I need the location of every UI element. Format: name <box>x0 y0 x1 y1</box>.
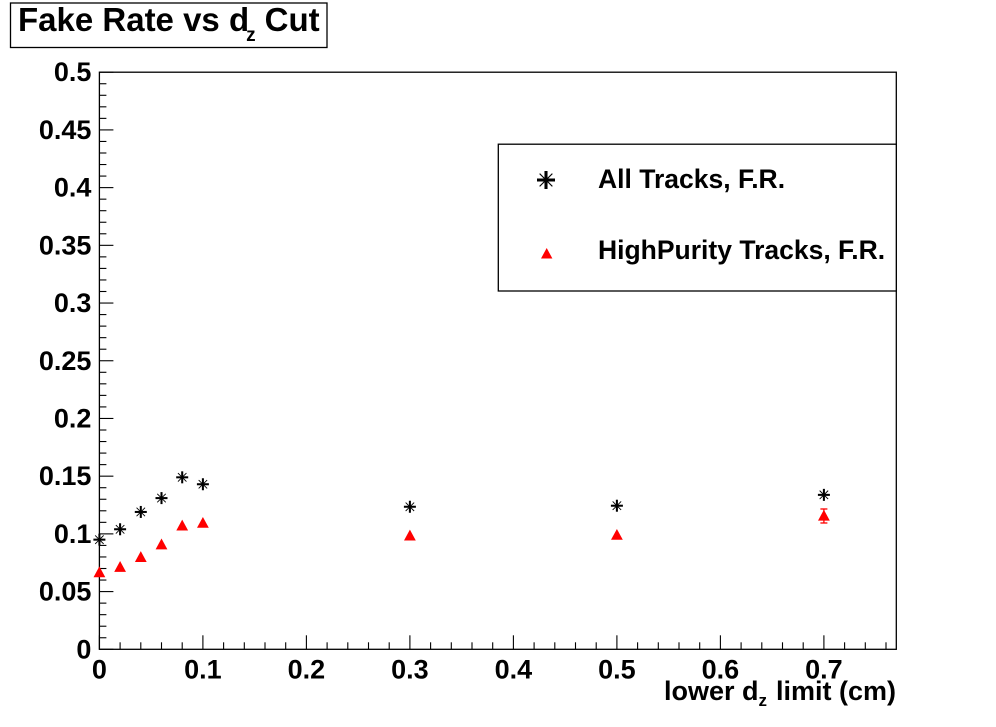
svg-text:0.4: 0.4 <box>495 654 533 684</box>
svg-text:0.35: 0.35 <box>39 230 92 260</box>
svg-text:0.1: 0.1 <box>54 519 92 549</box>
svg-text:0.4: 0.4 <box>54 173 92 203</box>
svg-text:HighPurity Tracks, F.R.: HighPurity Tracks, F.R. <box>598 235 885 265</box>
svg-text:Fake Rate vs d: Fake Rate vs d <box>18 1 249 38</box>
svg-text:0.2: 0.2 <box>54 403 92 433</box>
svg-text:0.05: 0.05 <box>39 577 92 607</box>
svg-text:0.25: 0.25 <box>39 346 92 376</box>
svg-text:0.5: 0.5 <box>598 654 636 684</box>
svg-text:0.5: 0.5 <box>54 57 92 87</box>
svg-text:0.3: 0.3 <box>391 654 429 684</box>
svg-text:lower d: lower d <box>664 676 759 706</box>
svg-text:0: 0 <box>92 654 107 684</box>
svg-text:0.3: 0.3 <box>54 288 92 318</box>
svg-text:0.15: 0.15 <box>39 461 92 491</box>
svg-text:limit (cm): limit (cm) <box>776 676 896 706</box>
svg-text:All Tracks, F.R.: All Tracks, F.R. <box>598 164 785 194</box>
svg-text:0.2: 0.2 <box>288 654 326 684</box>
svg-text:Cut: Cut <box>265 1 320 38</box>
svg-text:z: z <box>246 25 256 46</box>
svg-text:0.1: 0.1 <box>184 654 222 684</box>
svg-text:0.45: 0.45 <box>39 115 92 145</box>
svg-text:z: z <box>759 691 768 710</box>
svg-text:0: 0 <box>76 634 91 664</box>
